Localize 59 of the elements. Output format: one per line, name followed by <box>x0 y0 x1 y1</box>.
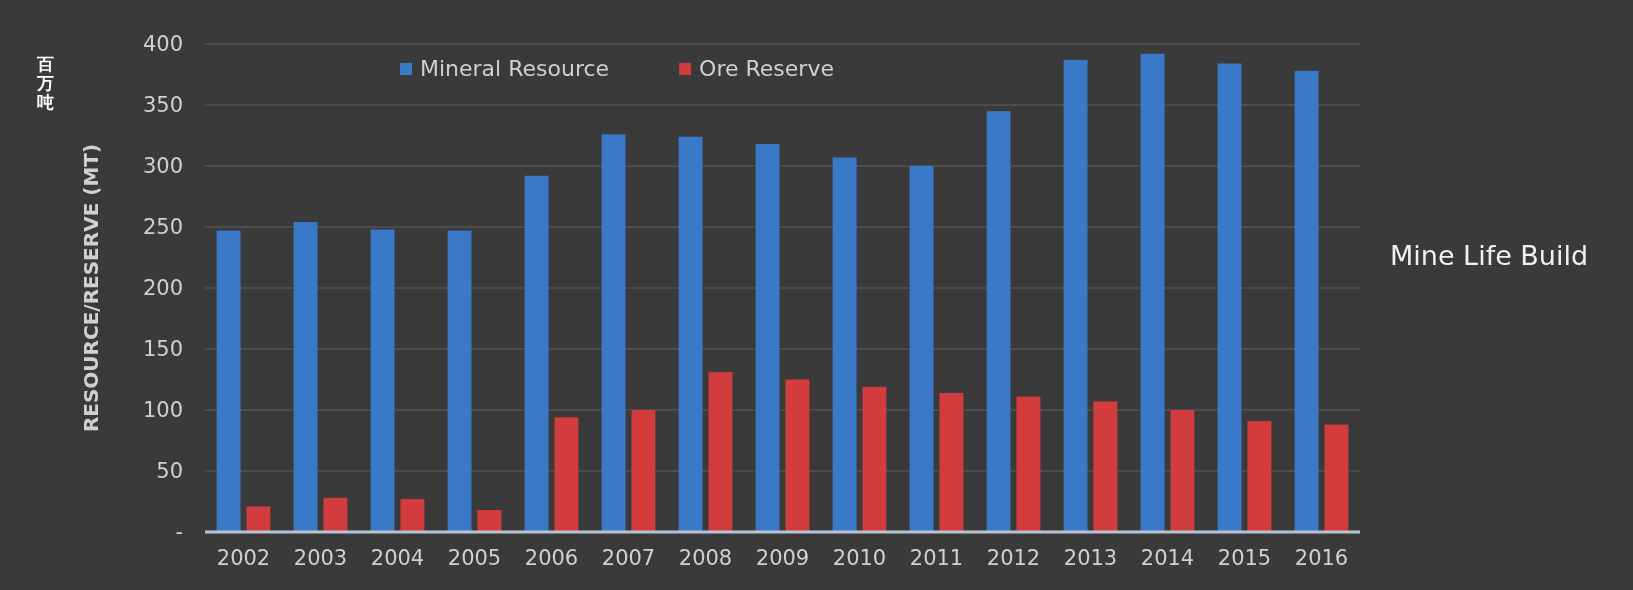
bar <box>862 386 887 532</box>
x-tick-label: 2010 <box>832 546 887 570</box>
x-tick-label: 2011 <box>909 546 964 570</box>
bar <box>216 230 241 532</box>
bar <box>755 144 780 532</box>
x-tick-label: 2009 <box>755 546 810 570</box>
bar <box>1016 396 1041 532</box>
bar <box>1170 410 1195 532</box>
x-tick-label: 2015 <box>1217 546 1272 570</box>
bar <box>246 506 271 532</box>
bar <box>909 166 934 532</box>
y-tick-label: 300 <box>142 154 183 178</box>
x-tick-label: 2005 <box>447 546 502 570</box>
bar <box>400 499 425 532</box>
x-tick-label: 2002 <box>216 546 271 570</box>
y-tick-label: 350 <box>142 93 183 117</box>
bar <box>631 410 656 532</box>
x-tick-label: 2003 <box>293 546 348 570</box>
bar <box>832 157 857 532</box>
x-tick-label: 2006 <box>524 546 579 570</box>
y-tick-label: - <box>175 520 183 544</box>
y-tick-label: 400 <box>142 32 183 56</box>
bar <box>939 392 964 532</box>
bar <box>785 379 810 532</box>
bar <box>1324 424 1349 532</box>
bar <box>524 175 549 532</box>
legend-label: Ore Reserve <box>699 56 834 81</box>
x-tick-label: 2013 <box>1063 546 1118 570</box>
bar <box>1294 70 1319 532</box>
bar <box>554 417 579 532</box>
bar <box>1063 59 1088 532</box>
x-tick-label: 2007 <box>601 546 656 570</box>
y-tick-label: 50 <box>156 459 183 483</box>
y-tick-label: 200 <box>142 276 183 300</box>
bar <box>477 510 502 532</box>
y-tick-label: 250 <box>142 215 183 239</box>
x-tick-label: 2012 <box>986 546 1041 570</box>
text: Mine Life Build <box>1390 240 1589 271</box>
x-tick-label: 2004 <box>370 546 425 570</box>
bar <box>323 497 348 532</box>
bar <box>293 222 318 532</box>
legend-label: Mineral Resource <box>420 56 610 81</box>
bar <box>1093 401 1118 532</box>
y-tick-label: 150 <box>142 337 183 361</box>
bar <box>678 136 703 532</box>
bar <box>601 134 626 532</box>
y-tick-label: 100 <box>142 398 183 422</box>
text: 百万吨 <box>35 54 54 112</box>
x-tick-label: 2016 <box>1294 546 1349 570</box>
x-tick-label: 2014 <box>1140 546 1195 570</box>
bar <box>1217 63 1242 532</box>
bar <box>1247 420 1272 532</box>
bar <box>370 229 395 532</box>
x-tick-label: 2008 <box>678 546 733 570</box>
y-axis-title: RESOURCE/RESERVE (MT) <box>79 143 103 433</box>
bar <box>986 111 1011 532</box>
bar <box>708 372 733 532</box>
bar <box>1140 53 1165 532</box>
bar <box>447 230 472 532</box>
